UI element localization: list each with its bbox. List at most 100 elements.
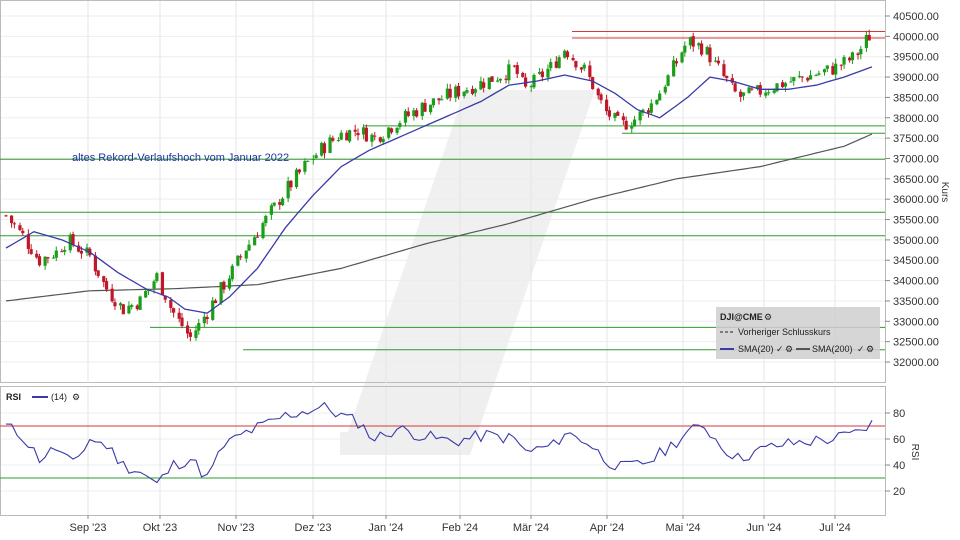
candle-body — [638, 111, 642, 121]
candle-body — [465, 90, 469, 93]
sma20-line — [5, 66, 873, 314]
candle-body — [708, 47, 712, 63]
rsi-axis-ticks: 20 40 60 80 — [885, 408, 905, 498]
candle-body — [211, 300, 215, 320]
candle-body — [496, 80, 500, 82]
legend-sma20-check-icon[interactable]: ✓ — [776, 344, 784, 354]
legend-prev-close-label: Vorheriger Schlusskurs — [738, 327, 831, 337]
candle-body — [353, 129, 357, 132]
candle-body — [9, 215, 14, 224]
candle-body — [398, 123, 402, 128]
candle-body — [649, 103, 653, 113]
x-tick-label: Jul '24 — [819, 522, 850, 534]
rsi-legend-title: RSI — [6, 392, 21, 402]
candle-body — [797, 75, 801, 77]
candle-body — [613, 113, 617, 118]
sma20-layer — [5, 66, 873, 314]
candle-body — [163, 295, 167, 300]
candle-body — [331, 138, 335, 141]
candle-body — [135, 305, 139, 310]
candle-body — [12, 223, 16, 225]
sma200-layer — [5, 133, 873, 302]
candle-body — [370, 134, 374, 142]
candle-body — [160, 272, 165, 296]
candle-body — [498, 78, 503, 81]
candle-body — [202, 316, 206, 324]
y-tick-label: 34000.00 — [893, 276, 939, 288]
candle-body — [378, 137, 382, 142]
legend-sma200-settings-icon[interactable]: ⚙ — [866, 344, 874, 354]
candle-body — [286, 180, 290, 199]
rsi-legend-settings-icon[interactable]: ⚙ — [72, 392, 80, 402]
candle-body — [859, 48, 863, 55]
candle-body — [278, 202, 282, 205]
candle-body — [775, 83, 779, 92]
x-tick-label: Jun '24 — [746, 522, 781, 534]
candle-body — [755, 85, 760, 89]
candle-body — [699, 43, 704, 55]
candle-body — [54, 250, 58, 258]
candle-body — [412, 110, 416, 117]
watermark-mark — [340, 90, 595, 455]
candle-body — [230, 265, 234, 280]
candle-body — [247, 244, 251, 251]
candle-body — [646, 110, 651, 113]
candle-body — [356, 132, 360, 136]
y-tick-label: 37500.00 — [893, 133, 939, 145]
candle-body — [314, 155, 318, 159]
candle-body — [792, 77, 796, 82]
candle-body — [26, 234, 30, 249]
candle-body — [867, 34, 871, 41]
candle-body — [155, 273, 159, 281]
candle-body — [130, 305, 134, 307]
candle-body — [18, 225, 22, 230]
candle-body — [37, 256, 42, 266]
candle-body — [236, 255, 240, 266]
candle-body — [454, 86, 458, 98]
x-tick-label: Okt '23 — [143, 522, 178, 534]
sma200-line — [5, 133, 873, 302]
candle-body — [490, 76, 494, 82]
candle-body — [630, 126, 634, 129]
rsi-tick-label: 40 — [893, 460, 905, 472]
candle-body — [588, 65, 592, 78]
candle-body — [269, 205, 273, 215]
candle-body — [395, 127, 399, 133]
candle-body — [557, 57, 561, 68]
candle-body — [579, 67, 584, 70]
candle-body — [431, 98, 436, 106]
candle-body — [244, 250, 248, 259]
legend-sma20-settings-icon[interactable]: ⚙ — [785, 344, 793, 354]
legend-sma20-label: SMA(20) — [738, 344, 774, 354]
candle-body — [482, 82, 486, 88]
candle-body — [688, 37, 693, 46]
candle-body — [381, 138, 385, 143]
candle-body — [339, 132, 343, 140]
candle-body — [764, 92, 768, 96]
y-tick-label: 33000.00 — [893, 316, 939, 328]
candle-body — [789, 81, 793, 83]
candle-body — [77, 245, 81, 252]
candle-body — [280, 198, 285, 206]
candle-body — [691, 36, 695, 47]
candle-body — [456, 85, 461, 97]
candle-body — [772, 90, 776, 93]
candle-body — [60, 251, 64, 253]
x-tick-label: Mai '24 — [665, 522, 700, 534]
candle-body — [197, 323, 201, 331]
candle-body — [462, 91, 466, 97]
rsi-legend: RSI (14) ⚙ — [2, 389, 84, 404]
candle-body — [121, 304, 125, 315]
candle-body — [705, 47, 709, 55]
candle-body — [473, 89, 477, 93]
candle-body — [808, 75, 813, 80]
y-tick-label: 38500.00 — [893, 92, 939, 104]
candle-body — [71, 234, 75, 245]
candle-body — [272, 202, 276, 206]
watermark-mark-notch — [340, 432, 470, 455]
candle-body — [289, 180, 293, 188]
candle-body — [415, 110, 419, 117]
legend-sma200-check-icon[interactable]: ✓ — [857, 344, 865, 354]
legend-title-settings-icon[interactable]: ⚙ — [764, 312, 772, 322]
candle-body — [138, 296, 142, 310]
